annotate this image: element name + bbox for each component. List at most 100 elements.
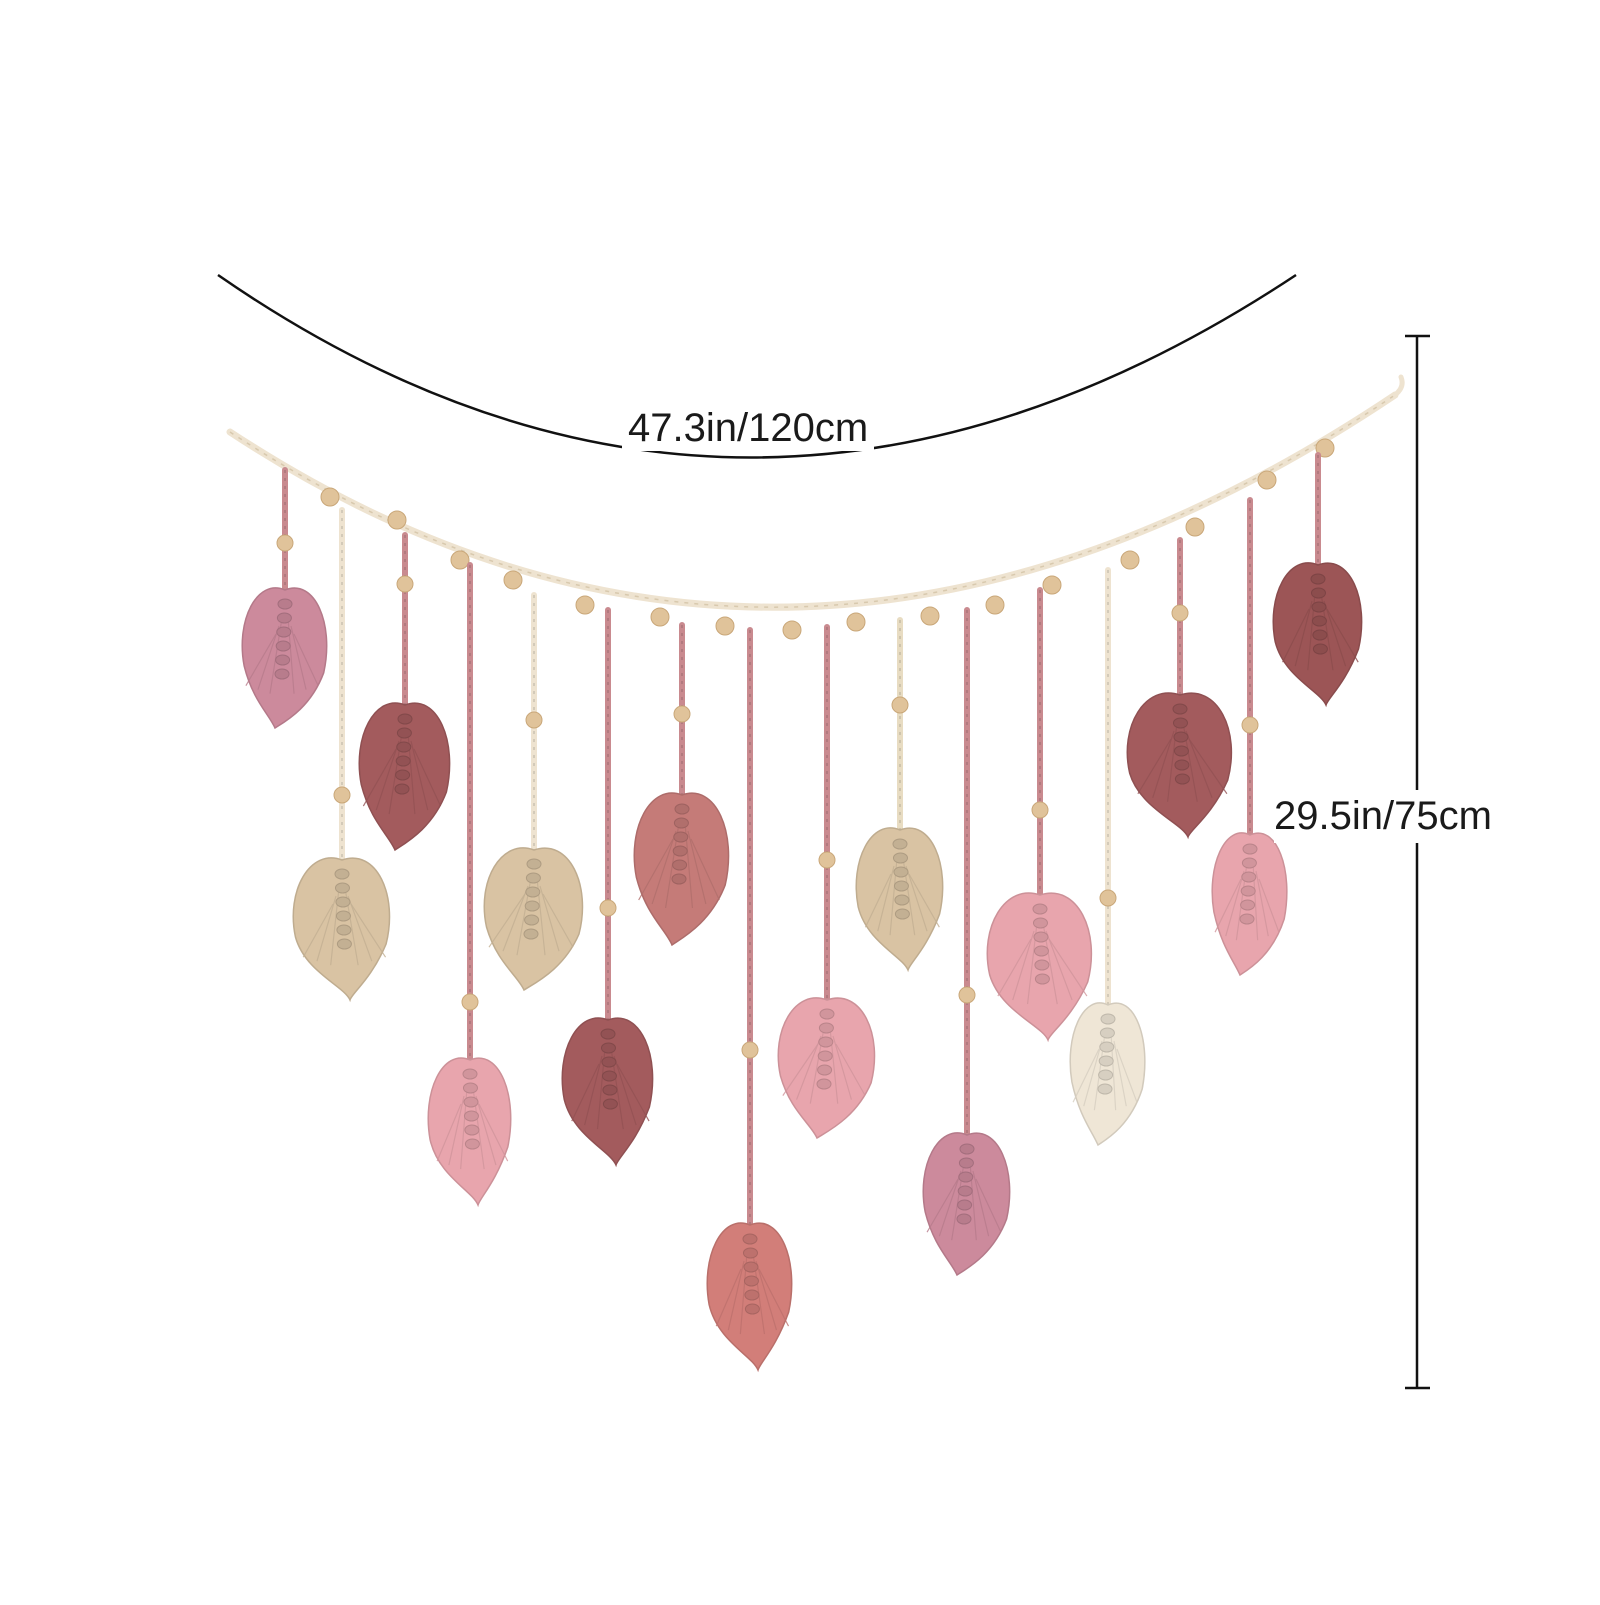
leaf-knot: [276, 612, 292, 624]
leaf-knot: [334, 868, 350, 880]
leaf-fringe: [1083, 1040, 1103, 1107]
rope-bead: [575, 595, 595, 615]
leaf-fringe: [1072, 1048, 1100, 1103]
leaf-knot: [1312, 629, 1328, 641]
leaf-fringe: [1258, 878, 1280, 933]
leaf-fringe: [1188, 738, 1228, 795]
cord-bead: [1099, 889, 1117, 907]
leaf-knot: [894, 908, 910, 920]
leaf-fringe: [687, 830, 707, 905]
leaf-knot: [524, 914, 540, 926]
leaf-fringe: [908, 873, 940, 928]
leaf-fringe: [1214, 878, 1242, 933]
leaf-knot: [463, 1096, 479, 1108]
cord-bead: [891, 696, 909, 714]
height-dimension-label: 29.5in/75cm: [1274, 790, 1492, 843]
rope-bead: [1315, 438, 1335, 458]
rope-end: [1392, 374, 1405, 398]
leaf-knot: [335, 896, 351, 908]
leaf-knot: [744, 1303, 760, 1315]
leaf-fringe: [362, 748, 397, 807]
leaf-knot: [1172, 703, 1188, 715]
leaf-knot: [959, 1143, 975, 1155]
cord-bead: [333, 786, 351, 804]
leaf-knot: [525, 872, 541, 884]
leaf-knot: [817, 1064, 833, 1076]
leaf-fringe: [257, 625, 280, 690]
cord-bead: [461, 993, 479, 1011]
leaf-knot: [956, 1213, 972, 1225]
leaf-fringe: [835, 1043, 866, 1096]
leaf-fringe: [571, 1063, 600, 1122]
width-dimension-label: 47.3in/120cm: [622, 406, 875, 451]
leaf-knot: [671, 873, 687, 885]
cord-bead: [525, 711, 543, 729]
leaf-knot: [1174, 773, 1190, 785]
leaf-fringe: [905, 865, 928, 932]
leaf-knot: [602, 1098, 618, 1110]
leaf-fringe: [997, 938, 1032, 997]
cord-bead: [1031, 801, 1049, 819]
leaf-knot: [672, 845, 688, 857]
leaf-knot: [892, 852, 908, 864]
leaf-fringe: [539, 885, 560, 952]
cord-bead: [958, 986, 976, 1004]
leaf-knot: [1239, 913, 1255, 925]
leaf-knot: [397, 713, 413, 725]
leaf-fringe: [1282, 608, 1310, 663]
leaf-knot: [673, 817, 689, 829]
leaf-knot: [276, 626, 292, 638]
leaf-fringe: [782, 1043, 819, 1096]
leaf-knot: [742, 1233, 758, 1245]
leaf-fringe: [245, 633, 277, 686]
leaf-knot: [275, 640, 291, 652]
cord-bead: [1171, 604, 1189, 622]
leaf-knot: [525, 886, 541, 898]
leaf-knot: [816, 1078, 832, 1090]
leaf-knot: [1240, 885, 1256, 897]
leaf-fringe: [1255, 870, 1269, 937]
leaf-knot: [674, 803, 690, 815]
leaf-fringe: [758, 1268, 790, 1327]
leaf-knot: [336, 938, 352, 950]
rope-bead: [650, 607, 670, 627]
leaf-fringe: [350, 903, 387, 958]
leaf-knot: [464, 1124, 480, 1136]
leaf-knot: [394, 783, 410, 795]
leaf-knot: [957, 1199, 973, 1211]
leaf-knot: [1242, 843, 1258, 855]
rope-bead: [503, 570, 523, 590]
leaf-fringe: [542, 893, 574, 948]
leaf-knot: [957, 1185, 973, 1197]
leaf-fringe: [972, 1170, 990, 1237]
rope-bead: [846, 612, 866, 632]
leaf-fringe: [410, 740, 429, 811]
leaf-knot: [396, 727, 412, 739]
leaf-knot: [894, 894, 910, 906]
leaf-fringe: [613, 1055, 637, 1126]
leaf-fringe: [638, 838, 674, 901]
rope-bead: [782, 620, 802, 640]
leaf-knot: [462, 1068, 478, 1080]
rope-bead: [985, 595, 1005, 615]
leaf-knot: [336, 924, 352, 936]
leaf-fringe: [727, 1260, 745, 1331]
leaf-knot: [1174, 759, 1190, 771]
leaf-knot: [742, 1247, 758, 1259]
leaf-fringe: [795, 1035, 822, 1100]
leaf-fringe: [290, 625, 307, 690]
leaf-fringe: [448, 1095, 465, 1166]
leaf-knot: [1034, 959, 1050, 971]
leaf-knot: [1099, 1027, 1115, 1039]
leaf-fringe: [316, 895, 337, 962]
leaf-knot: [673, 831, 689, 843]
leaf-fringe: [1048, 938, 1088, 997]
rope-bead: [387, 510, 407, 530]
rope-bead: [450, 550, 470, 570]
leaf-fringe: [1326, 608, 1359, 663]
leaf-knot: [463, 1110, 479, 1122]
cord-bead: [741, 1041, 759, 1059]
cord-bead: [673, 705, 691, 723]
rope-bead: [715, 616, 735, 636]
leaf-knot: [1098, 1055, 1114, 1067]
